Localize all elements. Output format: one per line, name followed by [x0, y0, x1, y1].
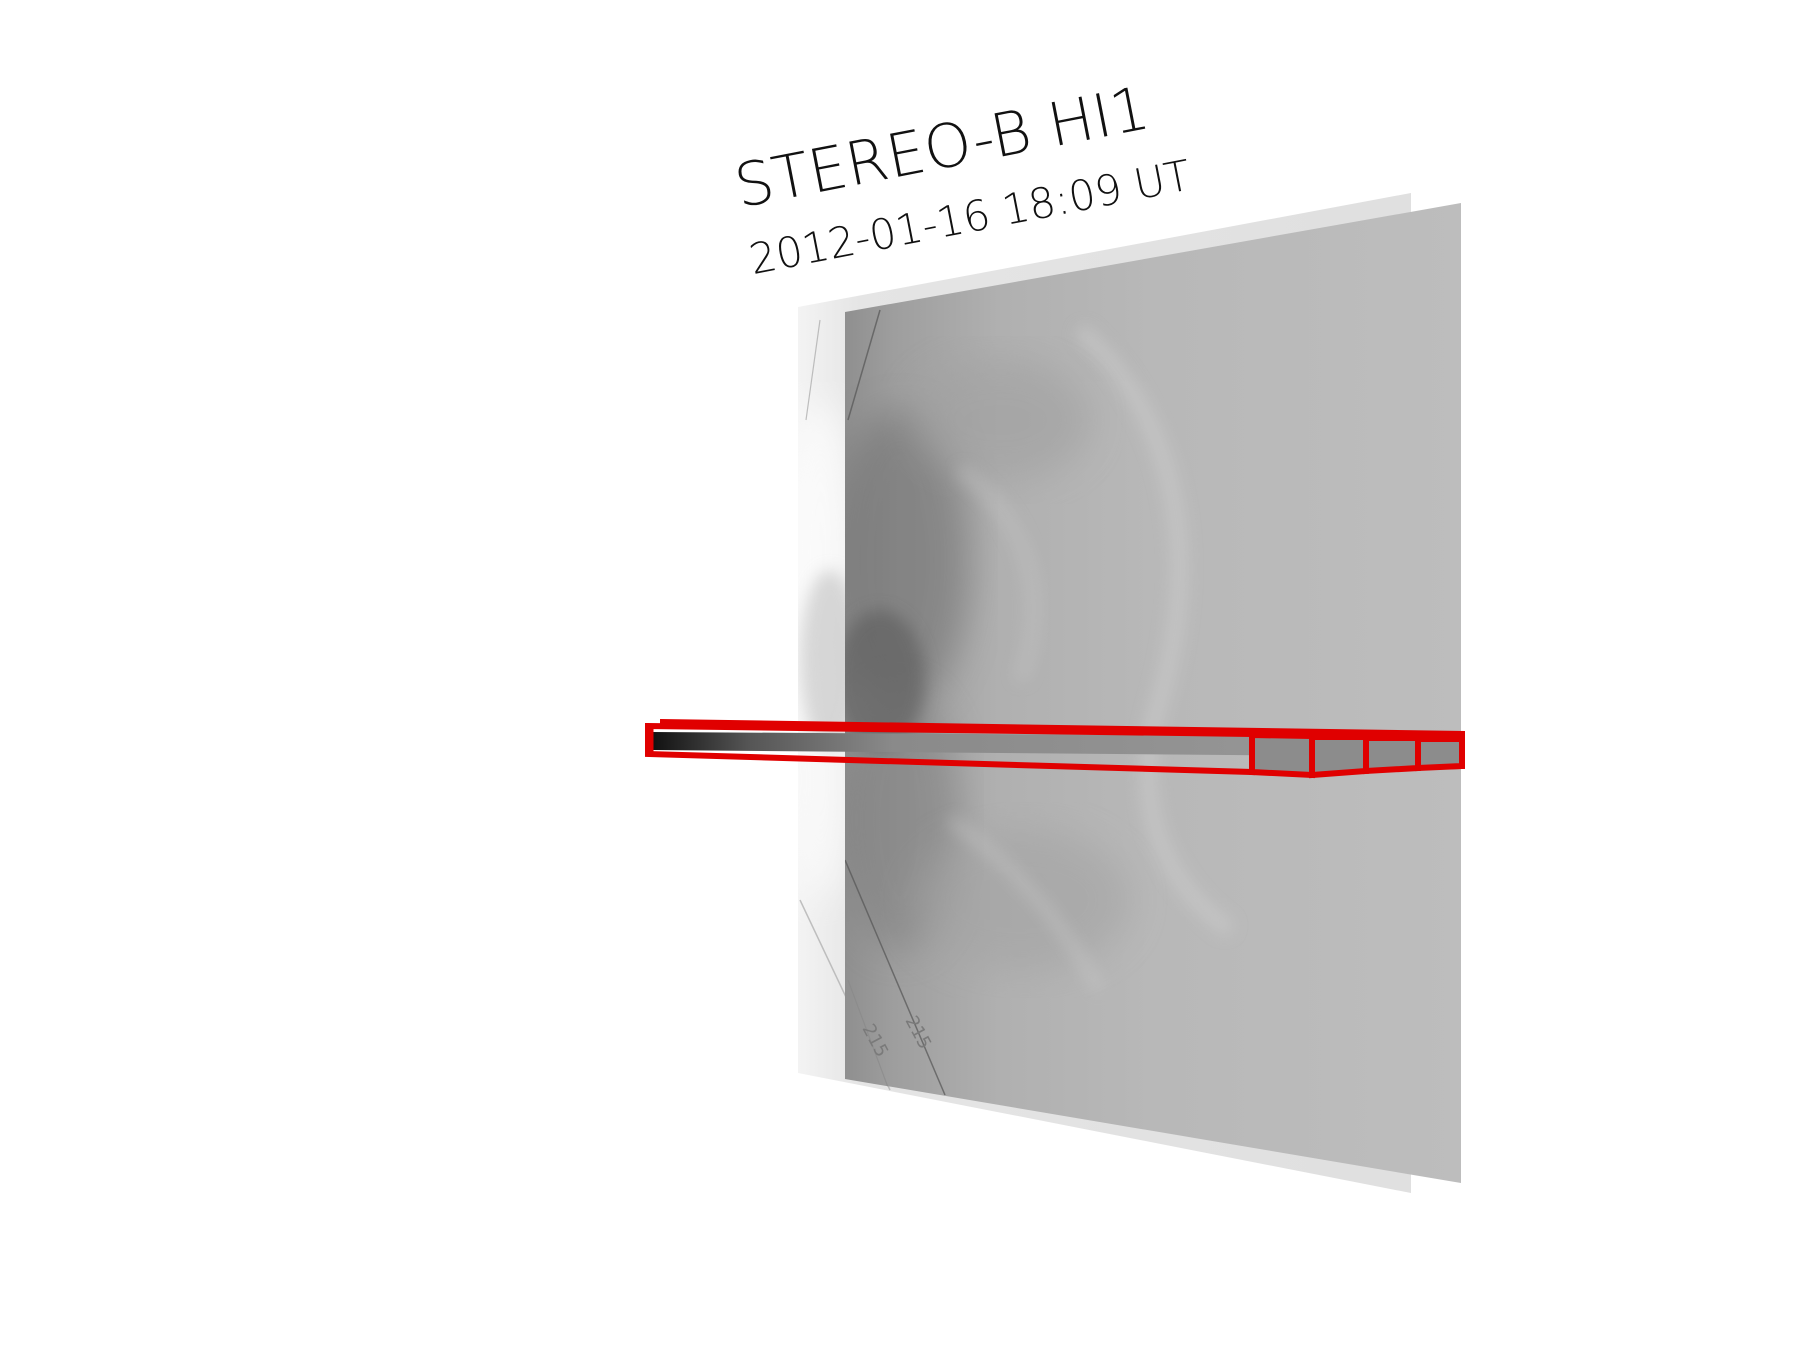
- front-image-plane: 215 215: [845, 203, 1461, 1183]
- slit-segment-4: [1415, 736, 1465, 772]
- slit-segment-1: [1249, 731, 1315, 779]
- slit-strip: [645, 719, 1465, 779]
- slit-segment-2: [1309, 734, 1369, 779]
- slit-segment-3: [1363, 735, 1421, 775]
- front-image-texture: [845, 309, 1235, 1099]
